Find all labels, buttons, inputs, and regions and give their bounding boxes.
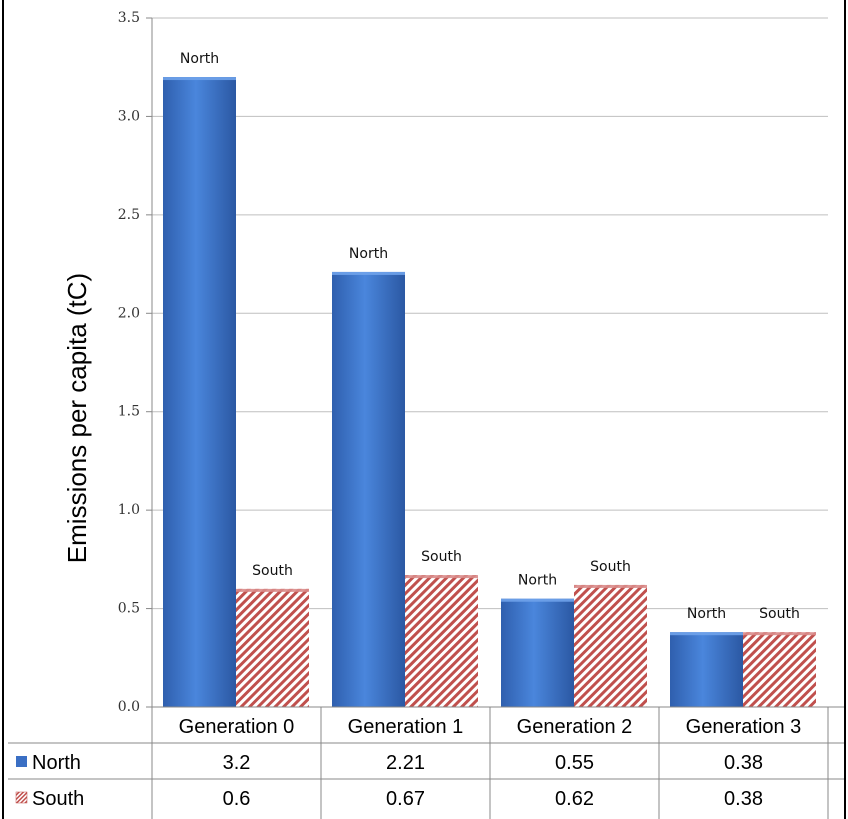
- data-label: South: [421, 549, 462, 565]
- bar-top: [670, 632, 743, 636]
- table-cell: 0.55: [555, 752, 594, 774]
- y-tick-label: 3.0: [118, 108, 140, 124]
- bars: North South North South North South North South: [163, 51, 816, 708]
- table-cell: 0.67: [386, 788, 425, 810]
- table-cell: 0.38: [724, 788, 763, 810]
- category-label: Generation 3: [686, 716, 802, 738]
- table-cell: 0.38: [724, 752, 763, 774]
- bar-south: [574, 584, 647, 707]
- bar-north: [163, 77, 236, 708]
- gridlines: [152, 17, 828, 610]
- data-label: North: [180, 51, 219, 67]
- data-label: North: [349, 246, 388, 262]
- bar-south: [405, 575, 478, 707]
- bar-south: [743, 632, 816, 707]
- legend-key-south: [15, 791, 28, 804]
- bar-top: [501, 598, 574, 602]
- data-label: North: [518, 573, 557, 589]
- data-label: North: [687, 606, 726, 622]
- y-tick-label: 2.5: [118, 207, 140, 223]
- data-label: South: [759, 606, 800, 622]
- legend-label: South: [32, 788, 84, 810]
- data-label: South: [252, 563, 293, 579]
- category-label: Generation 2: [517, 716, 633, 738]
- chart: 0.00.51.01.52.02.53.03.5 NorthSouthNorth…: [8, 10, 844, 819]
- legend-label: North: [32, 752, 81, 774]
- bar-top: [574, 584, 647, 588]
- legend-key-north: [16, 756, 27, 767]
- y-tick-label: 2.0: [118, 305, 140, 321]
- table-cell: 0.62: [555, 788, 594, 810]
- bar-north: [501, 598, 574, 707]
- bar-top: [332, 271, 405, 275]
- bar-top: [405, 575, 478, 579]
- bar-south: [236, 588, 309, 707]
- bar-top: [236, 588, 309, 592]
- y-tick-label: 1.5: [118, 404, 140, 420]
- y-tick-label: 0.5: [118, 601, 140, 617]
- table-cell: 0.6: [223, 788, 251, 810]
- bar-north: [670, 632, 743, 707]
- data-label: South: [590, 559, 631, 575]
- y-tick-label: 0.0: [118, 699, 140, 715]
- table-cell: 3.2: [223, 752, 251, 774]
- category-label: Generation 1: [348, 716, 464, 738]
- bar-top: [743, 632, 816, 636]
- table-cell: 2.21: [386, 752, 425, 774]
- y-tick-label: 3.5: [118, 10, 140, 26]
- bar-north: [332, 271, 405, 707]
- y-tick-label: 1.0: [118, 502, 140, 518]
- y-axis-label: Emissions per capita (tC): [62, 273, 92, 563]
- bar-top: [163, 77, 236, 81]
- category-label: Generation 0: [179, 716, 295, 738]
- data-table: Generation 0 Generation 1 Generation 2 Gene…: [8, 706, 844, 819]
